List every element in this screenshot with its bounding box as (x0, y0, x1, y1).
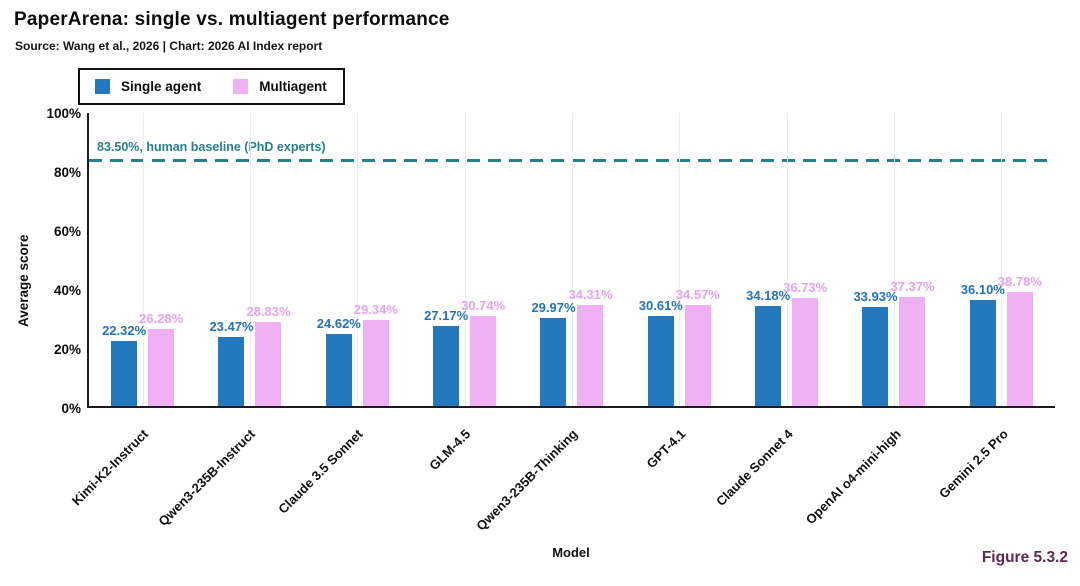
bar-value-label: 24.62% (316, 315, 361, 331)
bar-value-label: 29.34% (353, 302, 398, 318)
legend-item-single-agent: Single agent (95, 79, 201, 94)
legend: Single agent Multiagent (78, 68, 345, 105)
gridline (893, 113, 895, 406)
x-tick-label: GLM-4.5 (426, 426, 474, 474)
x-tick-label: Gemini 2.5 Pro (936, 426, 1012, 502)
gridline (786, 113, 788, 406)
bar-value-label: 22.32% (102, 322, 147, 338)
x-tick-label: Qwen3-235B-Instruct (155, 426, 259, 529)
bar-single-agent (540, 318, 567, 406)
y-tick-labels: 0% 20% 40% 60% 80% 100% (0, 106, 81, 414)
y-tick-label: 40% (53, 282, 81, 298)
x-tick-label: OpenAI o4-mini-high (802, 426, 904, 528)
bar-value-label: 30.61% (638, 298, 683, 314)
gridline (249, 113, 251, 406)
bar-group: 24.62% 29.34% (304, 113, 411, 406)
bar-multiagent (470, 315, 497, 406)
bar-single-agent (433, 326, 460, 406)
legend-label: Single agent (121, 79, 202, 94)
y-tick-label: 80% (53, 164, 81, 180)
gridline (142, 113, 144, 406)
gridline (571, 113, 573, 406)
bar-multiagent (148, 329, 175, 406)
bar-group: 23.47% 28.83% (196, 113, 303, 406)
bar-group: 22.32% 26.28% (89, 113, 196, 406)
bar-multiagent (684, 304, 711, 406)
bar-single-agent (111, 340, 138, 406)
y-tick-label: 20% (53, 341, 81, 357)
bar-value-label: 34.18% (746, 287, 791, 303)
bar-value-label: 37.37% (890, 278, 935, 294)
x-tick-label: GPT-4.1 (643, 426, 689, 472)
legend-label: Multiagent (259, 79, 327, 94)
bar-single-agent (325, 333, 352, 406)
bar-value-label: 30.74% (461, 297, 506, 313)
x-axis-title: Model (552, 545, 590, 560)
bar-multiagent (362, 320, 389, 406)
multiagent-swatch-icon (233, 79, 249, 94)
y-tick-label: 0% (61, 400, 81, 416)
bar-single-agent (218, 337, 245, 406)
bar-value-label: 34.57% (675, 286, 720, 302)
bar-multiagent (1006, 292, 1033, 406)
x-tick-labels: Kimi-K2-Instruct Qwen3-235B-Instruct Claud… (69, 411, 1055, 536)
bar-group: 30.61% 34.57% (626, 113, 733, 406)
bar-multiagent (255, 321, 282, 406)
bar-value-label: 29.97% (531, 300, 576, 316)
x-tick-label: Claude 3.5 Sonnet (275, 426, 366, 517)
bar-multiagent (792, 298, 819, 406)
human-baseline-label: 83.50%, human baseline (PhD experts) (97, 140, 326, 155)
bar-group: 36.10% 38.78% (948, 113, 1055, 406)
bar-single-agent (862, 306, 889, 406)
single-agent-swatch-icon (95, 79, 110, 94)
gridline (1001, 113, 1003, 406)
bar-value-label: 33.93% (853, 288, 898, 304)
bar-group: 29.97% 34.31% (518, 113, 625, 406)
bar-value-label: 27.17% (424, 308, 469, 324)
bar-multiagent (899, 296, 926, 406)
y-tick-label: 60% (53, 223, 81, 239)
chart-title: PaperArena: single vs. multiagent perfor… (14, 9, 450, 30)
bar-value-label: 38.78% (997, 274, 1042, 290)
bar-value-label: 23.47% (209, 319, 254, 335)
figure-number-label: Figure 5.3.2 (981, 549, 1068, 566)
bar-group: 33.93% 37.37% (840, 113, 947, 406)
chart-subtitle: Source: Wang et al., 2026 | Chart: 2026 … (15, 39, 323, 53)
bar-single-agent (755, 305, 782, 406)
x-tick-label: Kimi-K2-Instruct (68, 426, 151, 509)
gridline (679, 113, 681, 406)
legend-item-multiagent: Multiagent (233, 79, 327, 94)
bar-group: 27.17% 30.74% (411, 113, 518, 406)
bar-group: 34.18% 36.73% (733, 113, 840, 406)
gridline (357, 113, 359, 406)
x-tick-label: Claude Sonnet 4 (713, 426, 797, 509)
bar-single-agent (969, 300, 996, 406)
plot-area: 83.50%, human baseline (PhD experts) 22.… (87, 113, 1055, 408)
bar-multiagent (577, 305, 604, 406)
bar-value-label: 28.83% (246, 303, 291, 319)
y-tick-label: 100% (46, 105, 81, 121)
bar-single-agent (647, 316, 674, 406)
bar-value-label: 34.31% (568, 287, 613, 303)
x-tick-label: Qwen3-235B-Thinking (473, 426, 581, 534)
bar-value-label: 36.73% (783, 280, 828, 296)
bar-value-label: 26.28% (139, 311, 184, 326)
gridline (464, 113, 466, 406)
bar-value-label: 36.10% (960, 282, 1005, 298)
